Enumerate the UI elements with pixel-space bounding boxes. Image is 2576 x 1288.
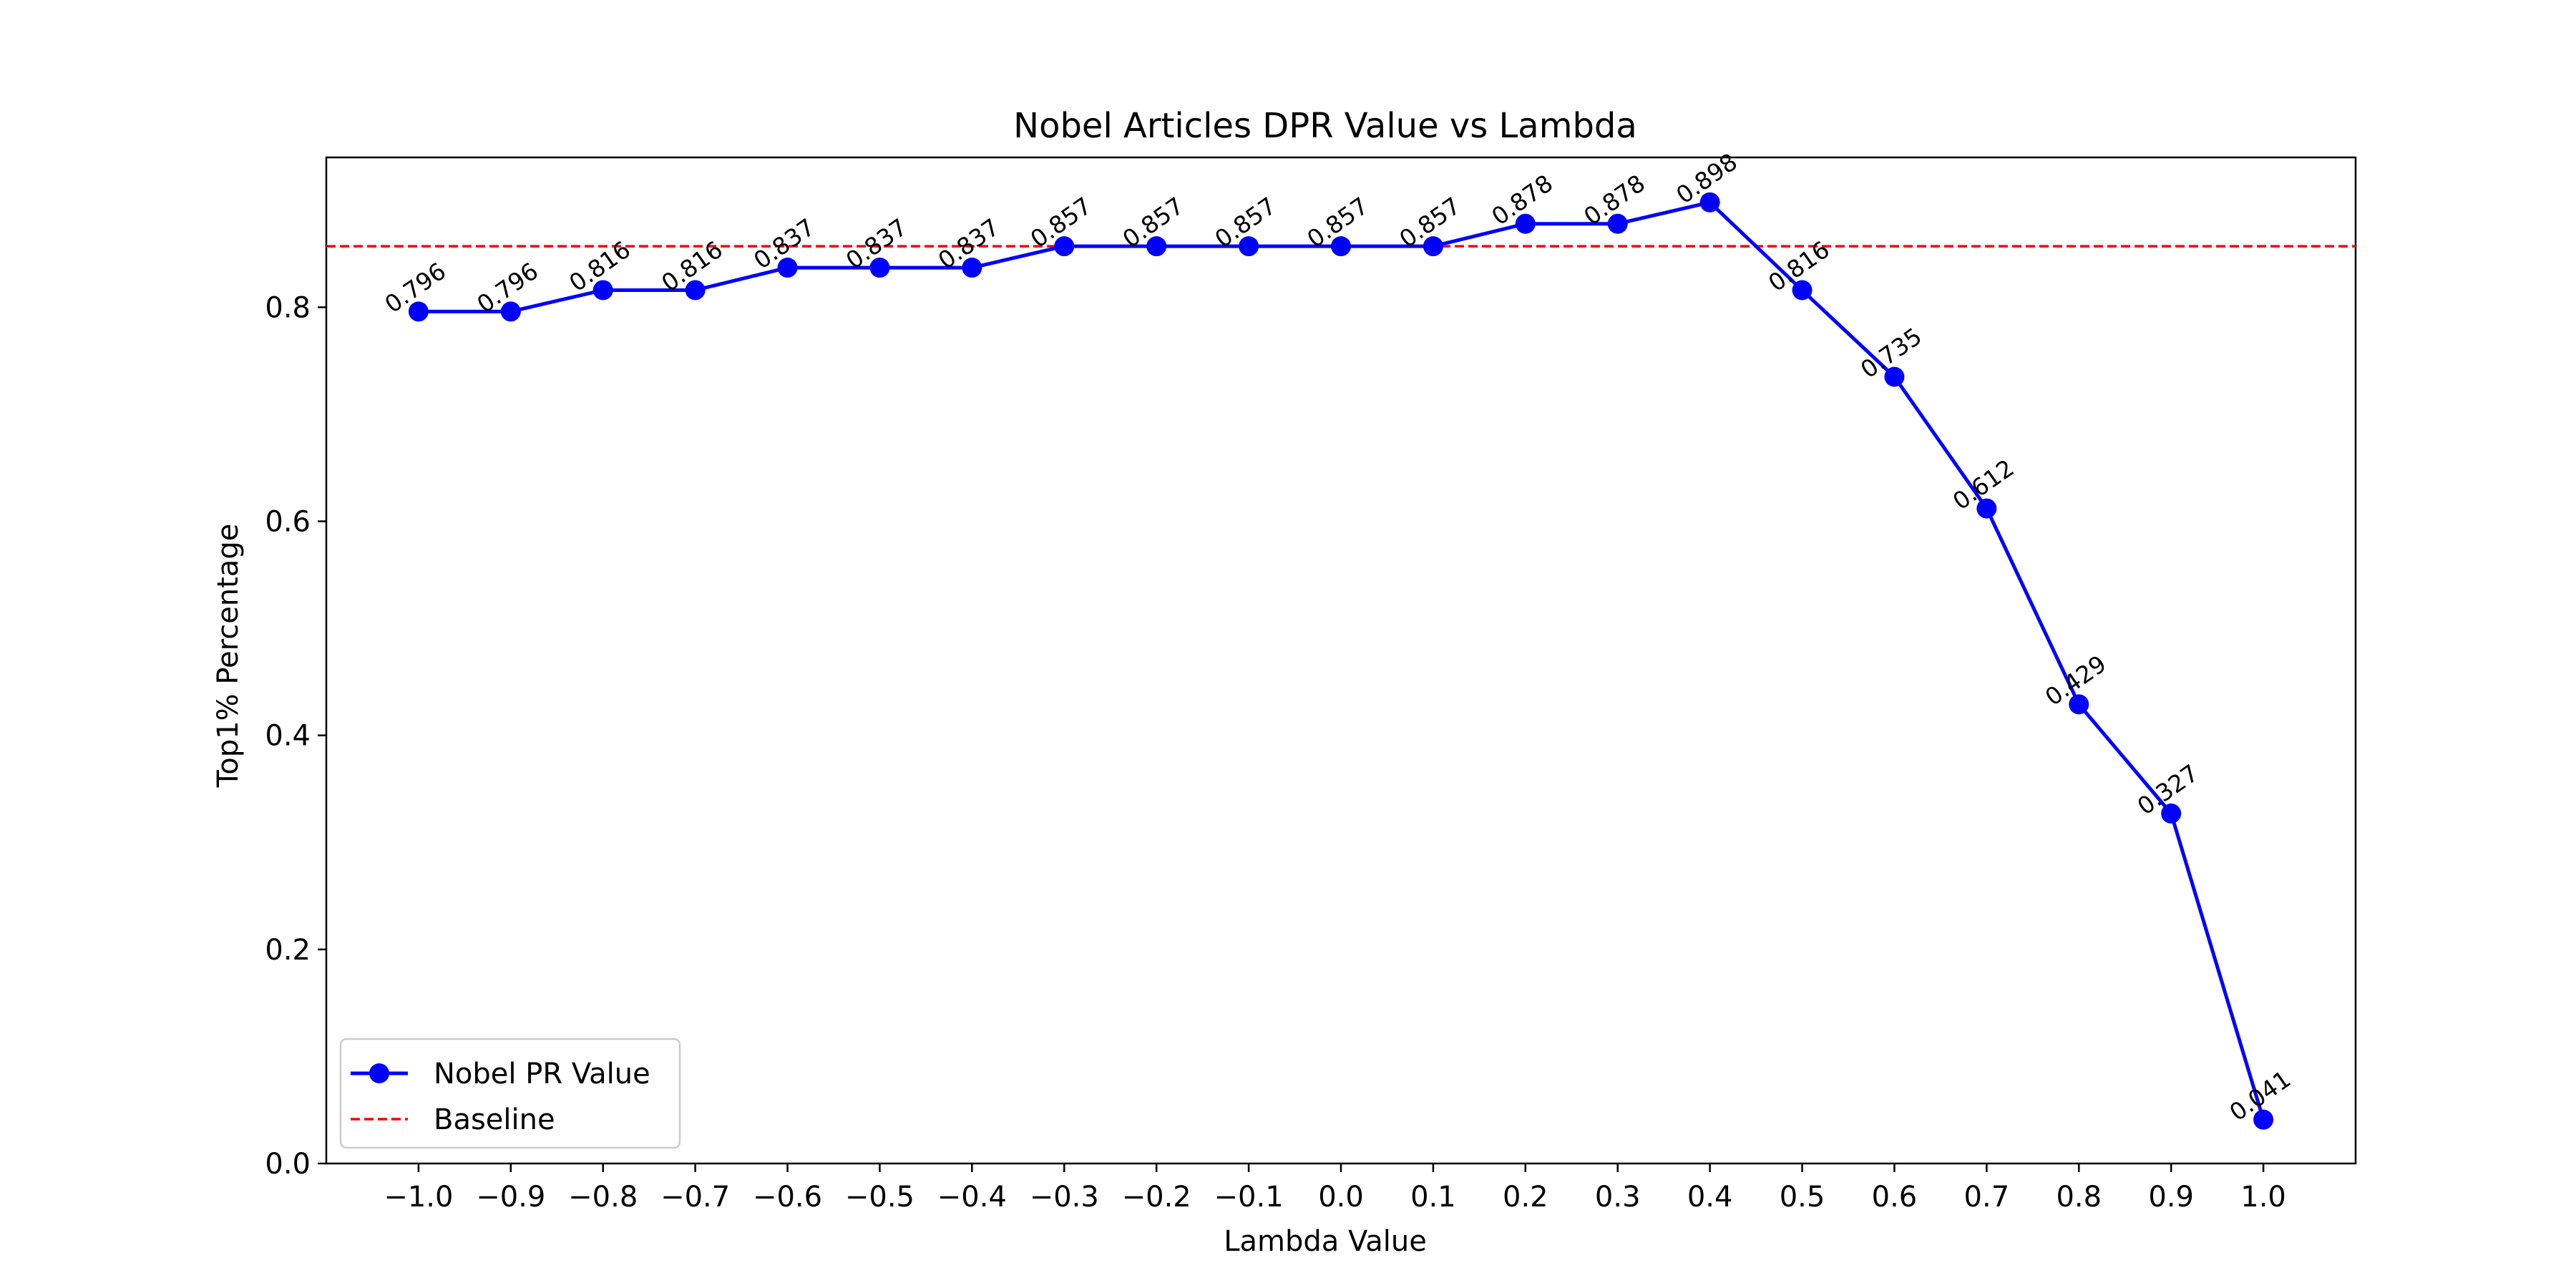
y-tick-label: 0.8 <box>265 291 311 324</box>
x-tick-label: −1.0 <box>384 1181 453 1214</box>
x-tick-label: 0.8 <box>2056 1181 2102 1214</box>
x-tick-label: −0.8 <box>568 1181 638 1214</box>
y-tick-label: 0.0 <box>265 1148 311 1181</box>
x-tick-label: 0.7 <box>1964 1181 2010 1214</box>
x-tick-label: −0.6 <box>753 1181 822 1214</box>
x-tick-label: −0.7 <box>660 1181 730 1214</box>
y-axis-label: Top1% Percentage <box>212 524 245 789</box>
x-tick-label: 0.6 <box>1872 1181 1918 1214</box>
x-tick-label: 0.5 <box>1780 1181 1825 1214</box>
data-point <box>962 258 982 278</box>
data-point <box>500 301 521 322</box>
data-point <box>685 280 706 301</box>
data-point <box>1607 213 1628 234</box>
x-tick-label: 1.0 <box>2240 1181 2286 1214</box>
data-point <box>1976 498 1997 519</box>
x-tick-label: −0.4 <box>937 1181 1007 1214</box>
chart-title: Nobel Articles DPR Value vs Lambda <box>1013 106 1637 146</box>
x-tick-label: 0.1 <box>1410 1181 1456 1214</box>
x-tick-label: −0.3 <box>1030 1181 1099 1214</box>
x-tick-label: −0.2 <box>1122 1181 1191 1214</box>
x-tick-label: −0.5 <box>845 1181 914 1214</box>
data-point <box>1699 192 1720 213</box>
y-tick-label: 0.4 <box>265 720 311 753</box>
data-point <box>592 280 613 301</box>
x-tick-label: −0.9 <box>476 1181 545 1214</box>
data-point <box>869 258 890 278</box>
data-point <box>2069 694 2089 715</box>
data-point <box>777 258 798 278</box>
data-point <box>1423 236 1443 257</box>
legend-series-marker <box>369 1063 389 1083</box>
x-tick-label: 0.3 <box>1595 1181 1641 1214</box>
data-point <box>2161 803 2182 824</box>
x-tick-label: 0.2 <box>1503 1181 1548 1214</box>
x-axis-label: Lambda Value <box>1224 1225 1427 1258</box>
data-point <box>408 301 429 322</box>
data-point <box>1884 366 1905 387</box>
x-tick-label: −0.1 <box>1214 1181 1284 1214</box>
y-tick-label: 0.2 <box>265 934 311 967</box>
x-tick-label: 0.0 <box>1318 1181 1364 1214</box>
data-point <box>2253 1109 2274 1130</box>
legend-series-label: Nobel PR Value <box>434 1058 650 1091</box>
data-point <box>1792 280 1813 301</box>
x-tick-label: 0.9 <box>2148 1181 2194 1214</box>
y-tick-label: 0.6 <box>265 506 311 539</box>
legend-frame <box>339 1038 681 1149</box>
data-point <box>1239 236 1259 257</box>
legend-baseline-label: Baseline <box>434 1103 555 1136</box>
data-point <box>1146 236 1167 257</box>
legend: Nobel PR Value Baseline <box>339 1038 681 1149</box>
data-point <box>1515 213 1536 234</box>
x-tick-label: 0.4 <box>1687 1181 1733 1214</box>
data-point <box>1054 236 1075 257</box>
data-point <box>1331 236 1351 257</box>
